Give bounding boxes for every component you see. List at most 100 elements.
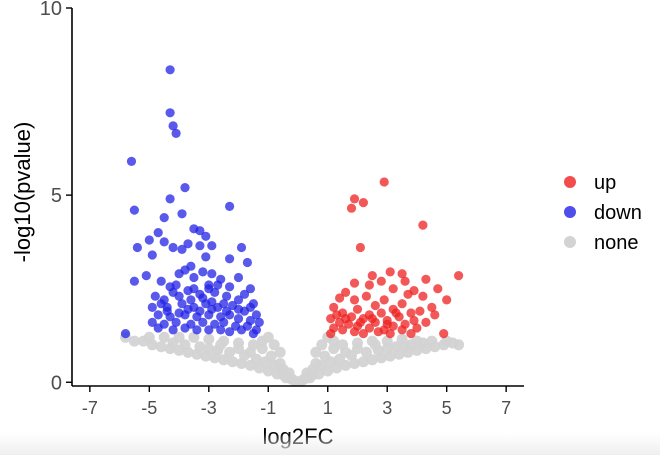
data-point-up [341, 314, 351, 324]
data-point-down [177, 299, 187, 309]
x-tick-label: -7 [82, 398, 98, 418]
data-point-up [335, 293, 345, 303]
data-point-none [417, 337, 429, 349]
data-point-none [143, 331, 155, 343]
data-point-down [162, 306, 172, 316]
data-point-down [225, 282, 235, 292]
data-point-down [239, 289, 250, 299]
data-point-up [349, 327, 360, 337]
data-point-down [236, 325, 247, 335]
data-point-up [326, 329, 336, 339]
data-point-down [159, 237, 169, 247]
legend-item-up: up [564, 172, 616, 194]
legend-key-none [564, 236, 576, 248]
points-layer [120, 65, 465, 387]
legend-item-none: none [564, 232, 639, 254]
data-point-up [454, 271, 464, 281]
data-point-up [361, 291, 371, 301]
data-point-down [198, 317, 208, 327]
legend-key-up [564, 176, 576, 188]
data-point-down [245, 302, 255, 312]
data-point-down [216, 325, 226, 335]
data-point-up [329, 302, 339, 312]
data-point-none [453, 339, 465, 351]
data-point-none [390, 341, 402, 353]
legend-label-up: up [594, 172, 616, 194]
data-point-down [201, 252, 211, 262]
data-point-down [210, 319, 220, 329]
data-point-down [233, 272, 244, 283]
data-point-down [153, 323, 163, 333]
data-point-down [147, 302, 157, 312]
data-point-down [174, 291, 184, 301]
data-point-up [367, 314, 377, 324]
data-point-up [385, 329, 395, 339]
data-point-up [352, 304, 363, 314]
data-point-up [397, 325, 407, 335]
data-point-down [213, 280, 223, 290]
data-point-none [167, 337, 179, 349]
data-point-up [358, 329, 368, 339]
data-point-up [400, 276, 410, 286]
x-tick-label: 1 [323, 398, 333, 418]
data-point-up [415, 306, 425, 316]
data-point-down [168, 121, 178, 131]
data-point-down [168, 242, 178, 253]
data-point-down [198, 293, 208, 303]
data-point-up [385, 267, 395, 277]
data-point-down [225, 327, 235, 337]
data-point-none [352, 343, 363, 355]
data-point-none [215, 339, 227, 351]
data-point-down [242, 257, 252, 268]
data-point-down [177, 209, 187, 219]
data-point-down [144, 235, 154, 245]
data-point-none [268, 359, 280, 371]
x-tick-label: 3 [382, 398, 392, 418]
data-point-down [233, 314, 244, 324]
data-point-down [165, 65, 175, 75]
data-point-down [189, 272, 199, 283]
data-point-up [364, 323, 374, 333]
legend-label-none: none [594, 232, 639, 254]
data-point-down [120, 329, 131, 339]
data-point-down [219, 299, 229, 309]
data-point-down [248, 329, 258, 339]
data-point-down [141, 271, 151, 281]
data-point-up [349, 295, 360, 305]
series-down [120, 65, 264, 339]
data-point-none [188, 331, 200, 343]
data-point-down [195, 241, 205, 251]
data-point-none [381, 343, 393, 355]
data-point-down [207, 269, 217, 279]
data-point-down [201, 231, 211, 241]
data-point-up [430, 310, 440, 320]
data-point-down [171, 317, 181, 327]
data-point-up [406, 308, 416, 318]
data-point-down [129, 205, 139, 215]
data-point-down [156, 276, 166, 286]
data-point-up [409, 315, 419, 326]
x-tick-label: 7 [501, 398, 511, 418]
data-point-down [207, 241, 217, 251]
data-point-down [174, 269, 184, 279]
data-point-down [132, 242, 142, 253]
data-point-up [349, 278, 360, 288]
data-point-up [403, 289, 413, 299]
data-point-down [233, 295, 244, 305]
y-axis-label: -log10(pvalue) [10, 122, 35, 263]
data-point-down [126, 156, 137, 166]
data-point-up [379, 177, 389, 187]
data-point-down [222, 306, 232, 316]
data-point-down [153, 310, 163, 320]
data-point-none [316, 359, 328, 371]
data-point-up [332, 310, 342, 320]
data-point-up [346, 203, 357, 213]
data-point-up [406, 329, 416, 339]
data-point-down [236, 242, 247, 253]
data-point-down [207, 297, 217, 307]
x-tick-label: -3 [201, 398, 217, 418]
x-tick-label: -1 [260, 398, 276, 418]
data-point-down [180, 183, 190, 193]
data-point-up [355, 317, 365, 327]
